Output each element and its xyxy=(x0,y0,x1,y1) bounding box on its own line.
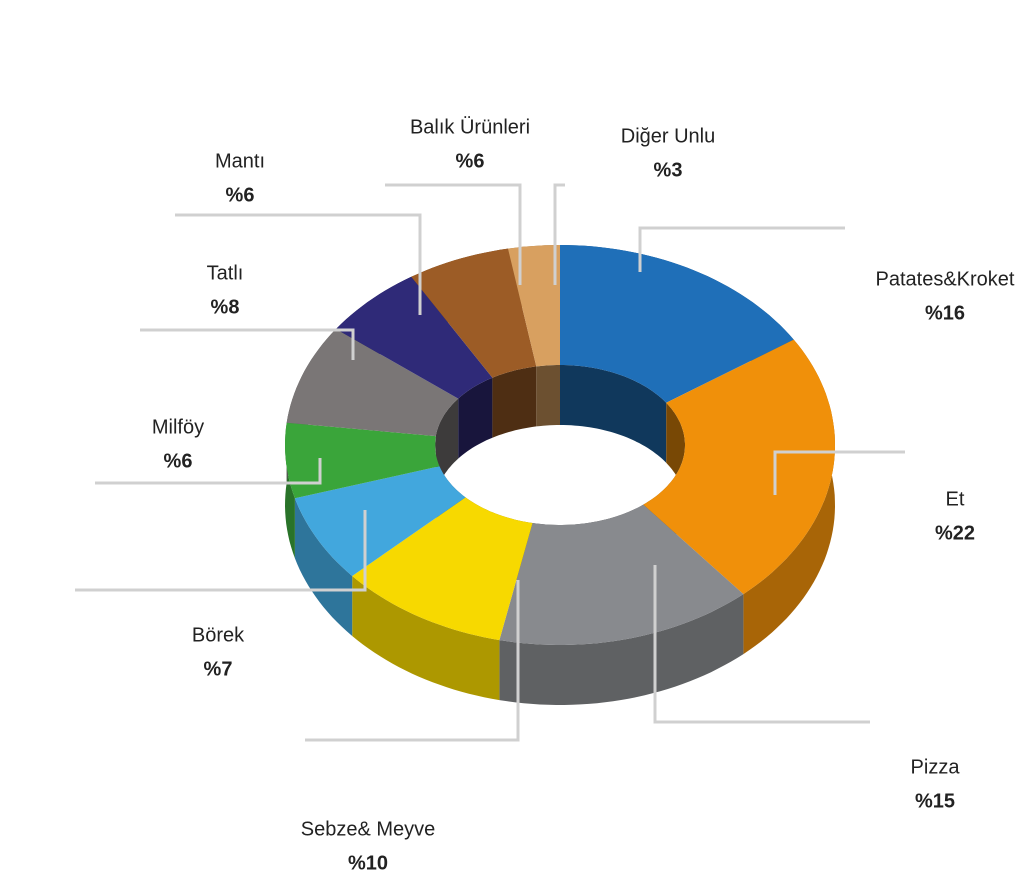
slice xyxy=(336,276,493,399)
inner-wall xyxy=(492,366,537,438)
category-label: Patates&Kroket xyxy=(876,268,1015,290)
leader-line xyxy=(95,458,322,485)
value-label: %22 xyxy=(935,522,975,544)
value-label: %8 xyxy=(211,296,240,318)
category-label: Sebze& Meyve xyxy=(301,818,436,840)
value-label: %6 xyxy=(164,450,193,472)
leader-line xyxy=(75,510,367,592)
category-label: Milföy xyxy=(152,416,204,438)
slice xyxy=(560,245,794,403)
slice xyxy=(352,497,533,641)
outer-wall xyxy=(294,498,353,636)
slice xyxy=(411,248,537,378)
value-label: %16 xyxy=(925,302,965,324)
category-label: Mantı xyxy=(215,150,265,172)
inner-wall xyxy=(560,365,667,463)
outer-wall xyxy=(352,576,500,701)
slice xyxy=(643,339,835,595)
leader-line xyxy=(175,213,422,315)
slice xyxy=(294,466,466,576)
slice xyxy=(499,504,744,645)
outer-wall xyxy=(499,594,744,705)
leader-line xyxy=(653,565,870,724)
category-label: Börek xyxy=(192,624,245,646)
value-label: %7 xyxy=(204,658,233,680)
leader-line xyxy=(305,580,520,742)
inner-wall xyxy=(536,365,560,427)
leader-line xyxy=(553,183,565,285)
top-faces xyxy=(285,245,835,645)
outer-wall xyxy=(285,422,295,559)
value-label: %15 xyxy=(915,790,955,812)
leader-line xyxy=(140,328,355,360)
category-label: Pizza xyxy=(911,756,961,778)
value-label: %6 xyxy=(226,184,255,206)
leader-line xyxy=(638,226,845,272)
slice xyxy=(286,329,459,437)
category-label: Balık Ürünleri xyxy=(410,116,530,138)
value-label: %6 xyxy=(456,150,485,172)
value-label: %3 xyxy=(654,159,683,181)
leader-line xyxy=(773,450,905,495)
slice xyxy=(285,422,440,499)
inner-wall xyxy=(458,377,493,459)
value-label: %10 xyxy=(348,852,388,874)
leader-line xyxy=(385,183,522,285)
category-label: Et xyxy=(946,488,965,510)
category-label: Tatlı xyxy=(207,262,244,284)
category-label: Diğer Unlu xyxy=(621,125,715,147)
